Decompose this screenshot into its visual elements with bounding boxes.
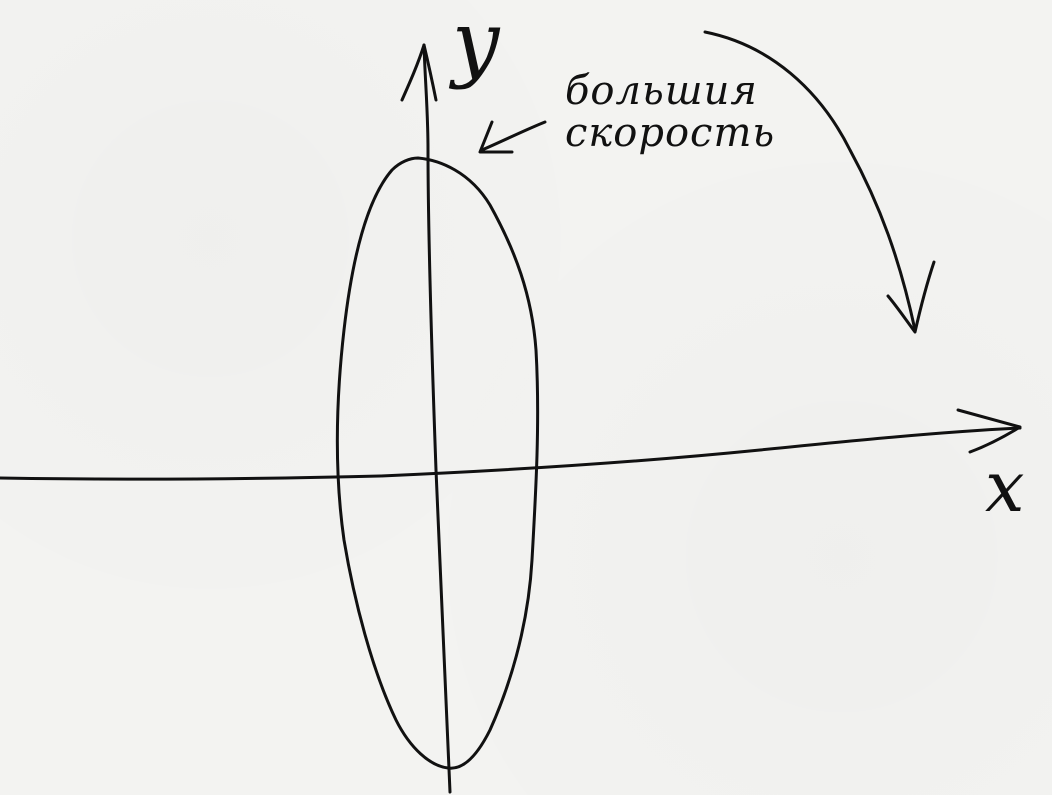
annotation-line-2: скорость	[565, 110, 776, 156]
annotation-line-1: большия	[565, 68, 758, 114]
x-axis-arrowhead	[956, 408, 1022, 454]
annotation-text: большия скорость	[565, 70, 775, 154]
y-axis-arrowhead	[400, 43, 438, 102]
y-axis-line	[422, 43, 452, 794]
x-axis-line	[0, 426, 1022, 481]
rotation-arrow-head	[886, 260, 936, 334]
rotation-arrow-curve	[703, 30, 917, 332]
y-axis-label: y	[452, 0, 500, 91]
annotation-arrow-shaft	[480, 120, 547, 152]
x-axis-label: x	[985, 446, 1025, 528]
elongated-ellipse	[335, 156, 540, 770]
annotation-arrow-head	[478, 120, 514, 154]
